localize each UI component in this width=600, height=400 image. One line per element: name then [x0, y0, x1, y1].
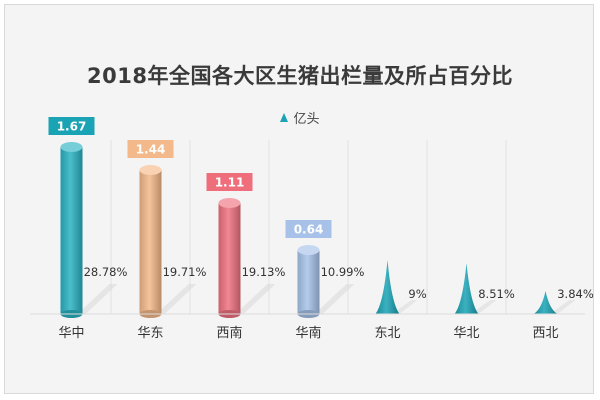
bar-华南: [297, 250, 320, 314]
x-tick-label: 华南: [295, 325, 321, 341]
legend-label: 亿头: [293, 112, 320, 127]
value-label: 0.64: [294, 223, 324, 237]
cone-shadow: [470, 300, 497, 314]
bar-top-cap: [218, 198, 241, 208]
bar-shadow: [235, 284, 276, 314]
value-label: 1.44: [136, 143, 166, 157]
bar-华东: [139, 170, 162, 314]
bar-shadow: [314, 284, 355, 314]
bar-top-cap: [297, 245, 320, 255]
value-label-box: [285, 220, 332, 238]
value-label-box: [127, 140, 174, 158]
value-label-box: [48, 117, 95, 135]
bar-top-cap: [60, 142, 83, 152]
cone-shadow: [549, 300, 576, 314]
cone-东北: [375, 260, 400, 314]
chart-title: 2018年全国各大区生猪出栏量及所占百分比: [87, 64, 513, 88]
percent-label: 8.51%: [478, 287, 515, 301]
legend-swatch-icon: [280, 113, 289, 122]
percent-label: 28.78%: [84, 265, 128, 279]
value-label: 1.67: [57, 120, 87, 134]
legend: 亿头: [0, 108, 600, 127]
cone-西北: [533, 290, 558, 314]
percent-label: 3.84%: [557, 287, 594, 301]
bar-西南: [218, 203, 241, 314]
bar-shadow: [77, 284, 118, 314]
x-tick-label: 西南: [216, 325, 242, 341]
percent-label: 9%: [408, 287, 426, 301]
x-tick-label: 华中: [58, 326, 84, 341]
x-tick-label: 东北: [374, 326, 400, 341]
x-tick-label: 西北: [532, 326, 558, 341]
bar-shadow: [156, 284, 197, 314]
percent-label: 10.99%: [321, 265, 365, 279]
x-tick-label: 华北: [453, 326, 479, 341]
cone-shadow: [391, 300, 418, 314]
percent-label: 19.13%: [242, 265, 286, 279]
x-tick-label: 华东: [137, 326, 163, 341]
chart-frame: [4, 4, 594, 394]
bar-top-cap: [139, 165, 162, 175]
cone-华北: [454, 262, 479, 314]
value-label: 1.11: [215, 176, 245, 190]
percent-label: 19.71%: [163, 265, 207, 279]
value-label-box: [206, 173, 253, 191]
bar-华中: [60, 147, 83, 314]
